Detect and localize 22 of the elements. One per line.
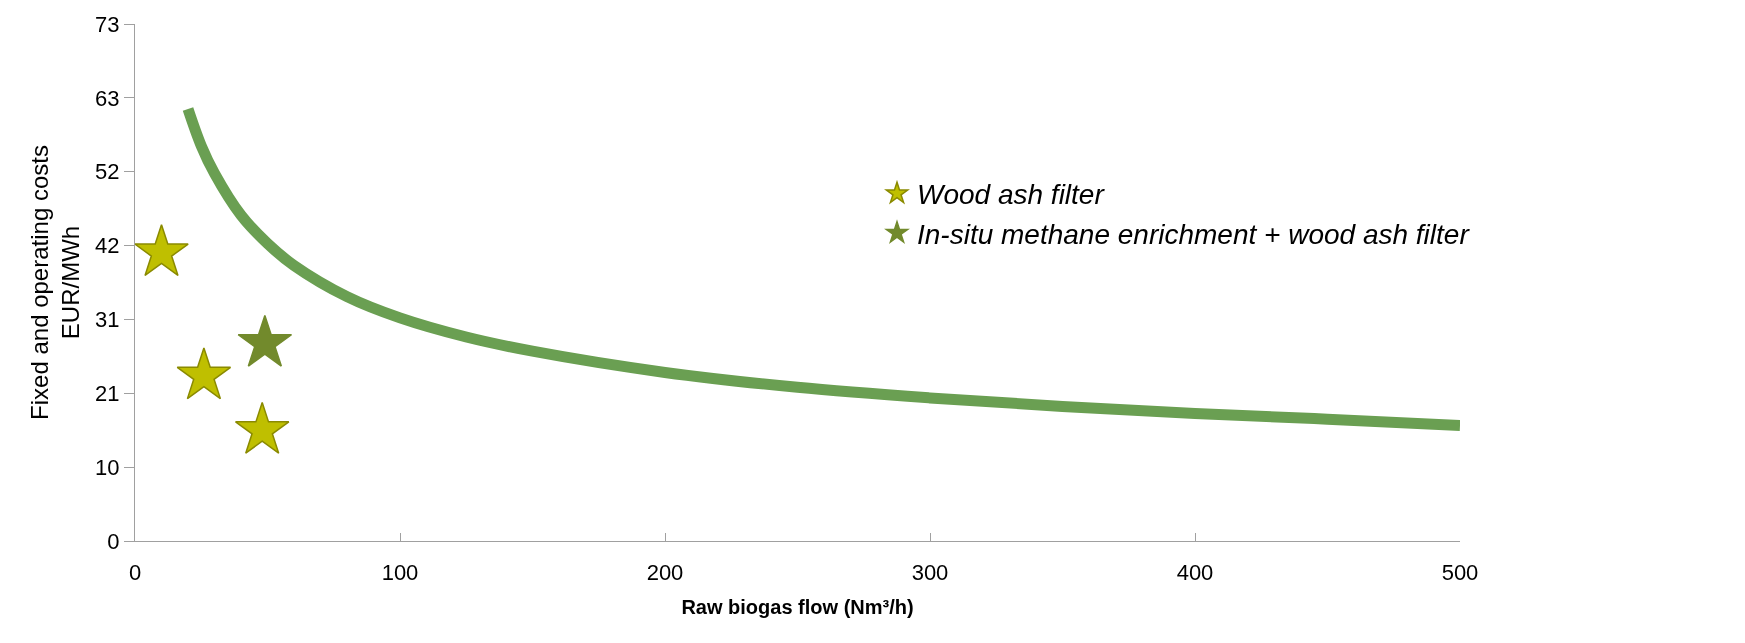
y-tick-label: 52 — [95, 159, 120, 185]
legend-label: Wood ash filter — [917, 179, 1106, 211]
x-tick-label: 100 — [381, 560, 419, 586]
y-tick-label: 42 — [95, 233, 120, 259]
x-tick-label: 500 — [1441, 560, 1479, 586]
point — [237, 314, 293, 367]
x-tick-label: 400 — [1176, 560, 1214, 586]
y-tick-label: 73 — [95, 11, 120, 37]
y-tick-label: 63 — [95, 85, 120, 111]
x-axis-title: Raw biogas flow (Nm³/h) — [681, 595, 914, 618]
x-tick-label: 300 — [911, 560, 949, 586]
y-tick-label: 31 — [95, 307, 120, 333]
x-tick-label: 0 — [128, 560, 142, 586]
y-tick-label: 0 — [107, 528, 120, 554]
y-axis-title: Fixed and operating costs EUR/MWh — [26, 145, 85, 420]
y-tick-label: 10 — [95, 454, 120, 480]
legend-label: In-situ methane enrichment + wood ash filter — [917, 218, 1471, 250]
y-tick-label: 21 — [95, 380, 120, 406]
point — [176, 347, 232, 400]
point — [234, 401, 290, 454]
point — [135, 224, 189, 277]
x-tick-label: 200 — [646, 560, 684, 586]
